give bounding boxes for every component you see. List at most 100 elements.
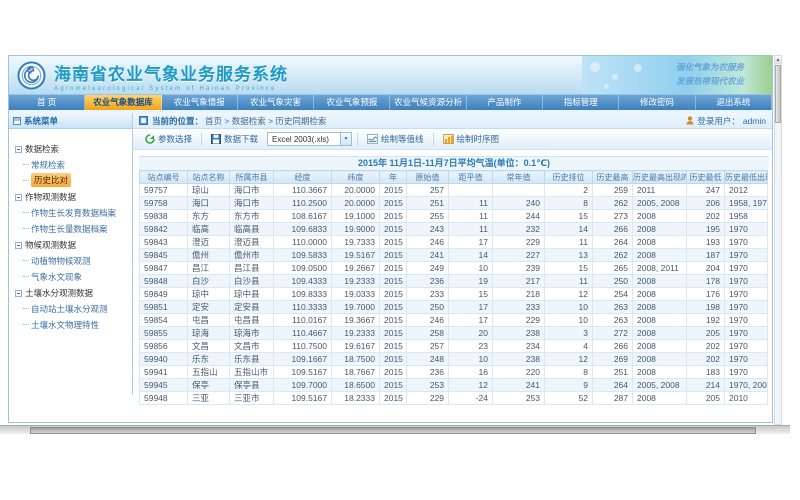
table-cell: 8 [544,365,593,379]
nav-tab[interactable]: 农业气象情报 [162,95,238,110]
tree-item[interactable]: 作物生长发育数据档案 [23,205,132,221]
table-cell: 109.5167 [273,365,332,379]
breadcrumb[interactable]: 首页 > 数据检索 > 历史同期检索 [205,115,327,126]
table-row[interactable]: 59843 澄迈 澄迈县 110.0000 19.7333 2015 246 17 229 11 2… [139,235,768,249]
table-row[interactable]: 59851 定安 定安县 110.3333 19.7000 2015 250 17 233 10 2… [139,300,768,314]
table-cell: 2015 [379,274,407,288]
tree-item[interactable]: 土壤水文物理特性 [23,317,132,333]
nav-tab[interactable]: 农业气象灾害 [238,95,315,110]
table-cell: 59855 [139,326,188,340]
nav-tab[interactable]: 退出系统 [696,95,772,110]
table-row[interactable]: 59847 昌江 昌江县 109.0500 19.2667 2015 249 10 239 15 2… [139,261,768,275]
table-cell: 109.8333 [273,287,332,301]
table-row[interactable]: 59941 五指山 五指山市 109.5167 18.7667 2015 236 16 220 8… [139,365,768,379]
table-cell: 东方市 [229,209,274,223]
tree-item[interactable]: 常规检索 [23,157,132,173]
table-cell: 14 [544,222,593,236]
table-cell: 1970 [724,404,768,405]
scroll-up-arrow-icon[interactable]: ▲ [775,56,781,64]
tree-group[interactable]: 数据检索 [9,141,132,157]
header-banner: 强化气象为农服务 发展热带现代农业 [582,56,772,94]
table-row[interactable]: 59945 保亭 保亭县 109.7000 18.6500 2015 253 12 241 9 26… [139,378,768,392]
vertical-scroll-thumb[interactable] [775,65,781,123]
table-cell: 18.7667 [331,365,380,379]
table-row[interactable]: 59854 屯昌 屯昌县 110.0167 19.3667 2015 246 17 229 10 2… [139,313,768,327]
nav-tab[interactable]: 产品制作 [467,95,544,110]
table-cell: 15 [544,209,593,223]
column-header: 历史最高 [592,170,633,184]
table-cell: 193 [686,235,725,249]
table-cell: 2015 [379,365,407,379]
table-row[interactable]: 59951万宁万宁市110.366718.8000201525613243927… [139,404,768,405]
table-cell: 1970 [724,261,768,275]
tree-item[interactable]: 自动站土壤水分观测 [23,301,132,317]
tree-item[interactable]: 气象水文现象 [23,269,132,285]
table-row[interactable]: 59848 白沙 白沙县 109.4333 19.2333 2015 236 19 217 11 2… [139,274,768,288]
tree-group[interactable]: 作物观测数据 [9,189,132,205]
table-cell: 243 [492,404,545,405]
nav-tab[interactable]: 修改密码 [619,95,696,110]
table-cell: 59758 [139,196,188,210]
nav-tab[interactable]: 农业气象数据库 [85,95,162,110]
table-row[interactable]: 59757 琼山 海口市 110.3667 20.0000 2015 257 2 259 2011… [139,183,768,197]
table-cell: 109.0500 [273,261,332,275]
table-cell: 2 [544,183,593,197]
table-row[interactable]: 59849 琼中 琼中县 109.8333 19.0333 2015 233 15 218 12 2… [139,287,768,301]
table-cell: 110.0167 [273,313,332,327]
table-cell: 176 [686,287,725,301]
nav-tab[interactable]: 农业气候资源分析 [390,95,467,110]
download-format-select[interactable]: Excel 2003(.xls) ▼ [267,132,353,146]
table-cell: 定安 [187,300,230,314]
chevron-down-icon[interactable]: ▼ [340,133,352,145]
column-header: 历史最高出现的年份 [632,170,687,184]
data-download-button[interactable]: 数据下载 [207,130,262,148]
table-row[interactable]: 59948 三亚 三亚市 109.5167 18.2333 2015 229 -24 253 52… [139,391,768,405]
nav-tabs: 首 页农业气象数据库 农业气象情报 农业气象灾害 农业气象预报 农业气候资源分析 产品制作… [9,95,772,110]
nav-tab[interactable]: 首 页 [9,95,86,110]
draw-contour-button[interactable]: 绘制等值线 [363,130,428,148]
table-title: 2015年 11月1日-11月7日平均气温(单位：0.1℃) [139,157,769,170]
tree-group-label: 物候观测数据 [25,240,77,250]
table-cell: 3 [544,326,593,340]
param-select-button[interactable]: 参数选择 [141,130,196,148]
table-cell: 19.2333 [331,274,380,288]
collapse-icon[interactable] [15,241,22,249]
table-row[interactable]: 59838 东方 东方市 108.6167 19.1000 2015 255 11 244 15 2… [139,209,768,223]
tree-group[interactable]: 土壤水分观测数据 [9,285,132,301]
horizontal-scrollbar[interactable] [0,425,790,434]
table-cell: 236 [406,274,449,288]
location-icon [139,116,148,125]
table-cell: 19.7333 [331,235,380,249]
app-title: 海南省农业气象业务服务系统 [54,65,288,84]
collapse-icon[interactable] [15,193,22,201]
table-cell: 59948 [139,391,188,405]
table-cell: 澄迈 [187,235,230,249]
tree-group[interactable]: 物候观测数据 [9,237,132,253]
column-header: 历史最低 [686,170,725,184]
table-row[interactable]: 59856 文昌 文昌市 110.7500 19.6167 2015 257 23 234 4 26… [139,339,768,353]
table-row[interactable]: 59855 琼海 琼海市 110.4667 19.2333 2015 258 20 238 3 27… [139,326,768,340]
vertical-scrollbar[interactable]: ▲ [774,55,782,425]
table-row[interactable]: 59845 儋州 儋州市 109.5833 19.5167 2015 241 14 227 13 2… [139,248,768,262]
collapse-icon[interactable] [15,289,22,297]
table-cell: 保亭县 [229,378,274,392]
column-header: 站点名称 [187,170,230,184]
table-row[interactable]: 59842 临高 临高县 109.6833 19.9000 2015 243 11 232 14 2… [139,222,768,236]
draw-timeseries-button[interactable]: 绘制时序图 [439,130,504,148]
main-panel: 当前的位置： 首页 > 数据检索 > 历史同期检索 登录用户： admin 参数选… [133,113,772,422]
collapse-icon[interactable] [15,145,22,153]
table-cell: 2015 [379,235,407,249]
nav-tab[interactable]: 指标管理 [543,95,620,110]
tree-item[interactable]: 历史比对 [22,173,72,187]
nav-tab[interactable]: 农业气象预报 [314,95,391,110]
horizontal-scroll-thumb[interactable] [30,427,756,434]
table-row[interactable]: 59758 海口 海口市 110.2500 20.0000 2015 251 11 240 8 26… [139,196,768,210]
column-header: 年 [379,170,407,184]
table-cell: 52 [544,391,593,405]
table-cell: 澄迈县 [229,235,274,249]
tree-item[interactable]: 动植物物候观测 [23,253,132,269]
table-cell: 59851 [139,300,188,314]
table-row[interactable]: 59940 乐东 乐东县 109.1667 18.7500 2015 248 10 238 12 2… [139,352,768,366]
tree-item[interactable]: 作物生长量数据档案 [23,221,132,237]
table-cell: 202 [686,209,725,223]
